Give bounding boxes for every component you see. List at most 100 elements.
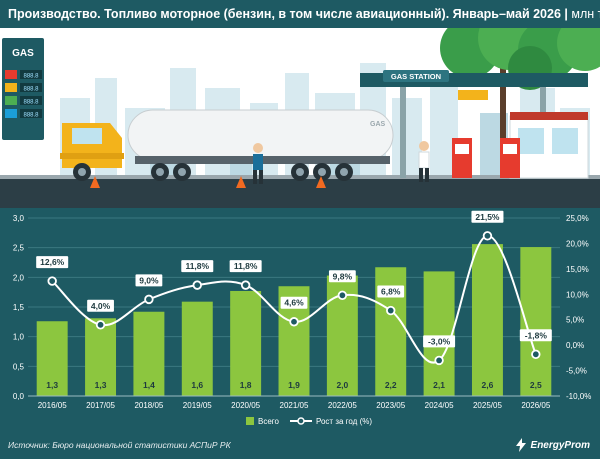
growth-line bbox=[47, 231, 541, 366]
page-title: Производство. Топливо моторное (бензин, … bbox=[0, 0, 600, 28]
growth-line-path bbox=[51, 234, 537, 364]
title-separator: | bbox=[564, 7, 568, 21]
y-right-tick-label: -10,0% bbox=[566, 392, 591, 401]
bar-value-label: 1,9 bbox=[288, 380, 300, 390]
legend-line-marker bbox=[297, 417, 305, 425]
brand-logo: EnergyProm bbox=[514, 438, 590, 452]
bar-value-label: 1,4 bbox=[143, 380, 155, 390]
gas-station: GAS STATION bbox=[360, 70, 589, 179]
growth-value-label: 6,8% bbox=[381, 287, 401, 297]
tank-label: GAS bbox=[370, 121, 386, 128]
growth-point bbox=[192, 280, 202, 290]
gas-price-pole: GAS 888.8 888.8 888.8 888.8 bbox=[2, 38, 44, 140]
growth-label-box bbox=[181, 260, 214, 273]
growth-value-label: 21,5% bbox=[475, 212, 500, 222]
y-right-tick-label: 5,0% bbox=[566, 316, 584, 325]
x-tick-label: 2026/05 bbox=[521, 401, 550, 410]
worker-figure bbox=[253, 141, 430, 184]
title-text: Производство. Топливо моторное (бензин, … bbox=[8, 7, 561, 21]
x-tick-label: 2024/05 bbox=[425, 401, 454, 410]
y-left-tick-label: 1,5 bbox=[13, 303, 25, 312]
growth-point bbox=[531, 349, 541, 359]
traffic-cones bbox=[90, 176, 326, 188]
road bbox=[0, 178, 600, 208]
growth-value-label: 4,6% bbox=[284, 298, 304, 308]
y-left-tick-label: 1,0 bbox=[13, 333, 25, 342]
station-sign: GAS STATION bbox=[391, 72, 441, 81]
growth-labels: 12,6% 4,0% 9,0% 11,8% 11,8% 4,6% 9,8% 6,8% -3,0%… bbox=[36, 210, 552, 348]
growth-value-label: 4,0% bbox=[91, 301, 111, 311]
price-line-1: 888.8 bbox=[23, 74, 39, 80]
legend-line-label: Рост за год (%) bbox=[316, 417, 372, 426]
y-left-tick-label: 2,5 bbox=[13, 244, 25, 253]
x-tick-label: 2021/05 bbox=[280, 401, 309, 410]
y-left-tick-label: 0,5 bbox=[13, 362, 25, 371]
price-line-2: 888.8 bbox=[23, 87, 39, 93]
y-right-tick-label: -5,0% bbox=[566, 367, 587, 376]
y-left-tick-label: 0,0 bbox=[13, 392, 25, 401]
x-tick-label: 2018/05 bbox=[134, 401, 163, 410]
lightning-icon bbox=[515, 438, 526, 452]
growth-label-box bbox=[328, 270, 356, 283]
growth-label-box bbox=[229, 260, 262, 273]
footer: Источник: Бюро национальной статистики А… bbox=[0, 436, 600, 459]
bar-value-label: 2,5 bbox=[530, 380, 542, 390]
bar-value-label: 1,3 bbox=[95, 380, 107, 390]
x-axis: 2016/05 2017/05 2018/05 2019/05 2020/05 2021/… bbox=[28, 395, 560, 410]
growth-point bbox=[95, 320, 106, 330]
y-left-tick-label: 3,0 bbox=[13, 214, 25, 223]
growth-point bbox=[240, 280, 251, 290]
growth-point bbox=[386, 305, 396, 316]
growth-value-label: -1,8% bbox=[525, 330, 548, 340]
growth-label-box bbox=[519, 329, 552, 342]
growth-label-box bbox=[423, 335, 456, 348]
x-tick-label: 2023/05 bbox=[376, 401, 405, 410]
growth-point bbox=[144, 294, 154, 305]
logo-text: EnergyProm bbox=[530, 439, 590, 451]
x-tick-label: 2025/05 bbox=[473, 401, 502, 410]
bar bbox=[181, 301, 213, 396]
bar-value-label: 1,8 bbox=[240, 380, 252, 390]
bar-labels: 1,3 1,3 1,4 1,6 1,8 1,9 2,0 2,2 2,1 2,6 2,5 bbox=[46, 380, 542, 390]
bar-value-label: 1,3 bbox=[46, 380, 58, 390]
gas-pole-label: GAS bbox=[12, 48, 34, 59]
growth-label-box bbox=[87, 299, 114, 312]
y-left-tick-label: 2,0 bbox=[13, 273, 25, 282]
x-tick-label: 2017/05 bbox=[86, 401, 115, 410]
bar-value-label: 2,6 bbox=[482, 380, 494, 390]
growth-label-box bbox=[36, 256, 69, 269]
title-unit: млн тонн bbox=[571, 7, 600, 21]
growth-value-label: -3,0% bbox=[428, 336, 451, 346]
growth-value-label: 9,0% bbox=[139, 275, 159, 285]
bar bbox=[230, 290, 262, 396]
legend: Всего Рост за год (%) bbox=[246, 417, 372, 426]
legend-bar-swatch bbox=[246, 417, 254, 425]
price-line-3: 888.8 bbox=[23, 100, 39, 106]
y-axis-right: -10,0% -5,0% 0,0% 5,0% 10,0% 15,0% 20,0% 25,0% bbox=[566, 214, 591, 401]
growth-point bbox=[289, 317, 299, 327]
growth-label-box bbox=[377, 285, 405, 298]
legend-bar-label: Всего bbox=[258, 417, 280, 426]
growth-value-label: 12,6% bbox=[40, 257, 65, 267]
growth-value-label: 11,8% bbox=[185, 261, 209, 271]
bar bbox=[133, 311, 165, 396]
bar-value-label: 2,0 bbox=[336, 380, 348, 390]
bar-value-label: 2,1 bbox=[433, 380, 445, 390]
y-right-tick-label: 20,0% bbox=[566, 239, 589, 248]
x-tick-label: 2020/05 bbox=[231, 401, 260, 410]
growth-point bbox=[47, 276, 57, 286]
growth-label-box bbox=[280, 296, 308, 309]
source-note: Источник: Бюро национальной статистики А… bbox=[8, 440, 231, 450]
x-tick-label: 2016/05 bbox=[38, 401, 67, 410]
growth-label-box bbox=[135, 274, 163, 287]
price-line-4: 888.8 bbox=[23, 113, 39, 119]
x-tick-label: 2022/05 bbox=[328, 401, 357, 410]
bar-value-label: 2,2 bbox=[385, 380, 397, 390]
gas-station-illustration: GAS 888.8 888.8 888.8 888.8 GAS STATION bbox=[0, 28, 600, 208]
y-right-tick-label: 15,0% bbox=[566, 265, 589, 274]
growth-value-label: 11,8% bbox=[234, 261, 258, 271]
bar bbox=[423, 271, 455, 396]
y-right-tick-label: 10,0% bbox=[566, 290, 589, 299]
growth-point bbox=[434, 355, 444, 366]
y-right-tick-label: 25,0% bbox=[566, 214, 589, 223]
